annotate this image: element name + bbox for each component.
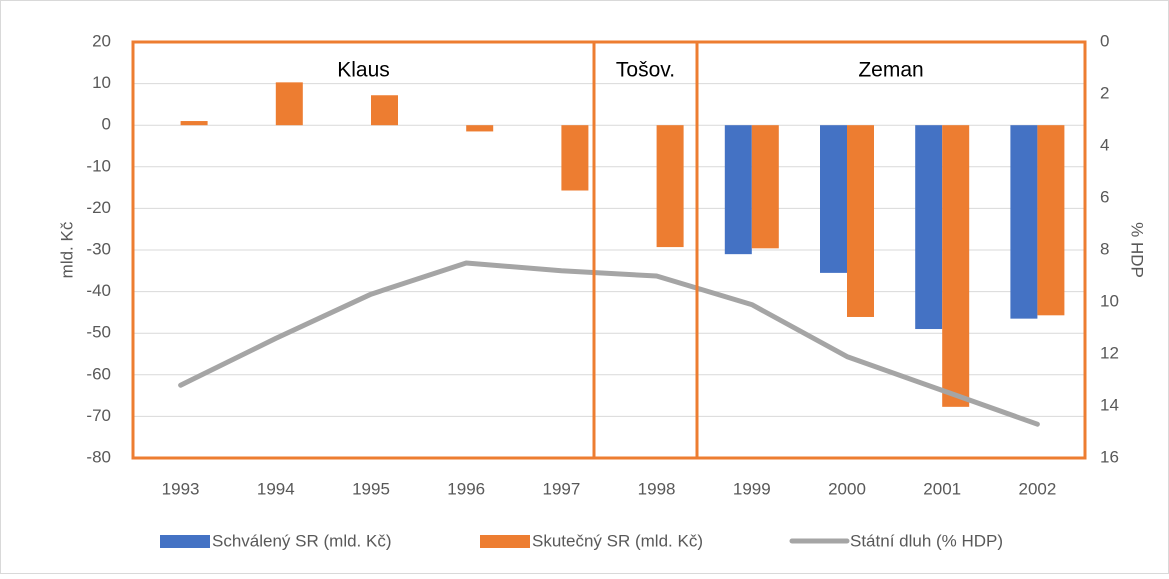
y2-tick-label: 8 (1100, 239, 1109, 258)
legend-swatch (480, 535, 530, 548)
legend-label: Státní dluh (% HDP) (850, 531, 1003, 550)
x-tick-label: 1993 (162, 479, 200, 498)
y2-tick-label: 10 (1100, 291, 1119, 310)
bar (847, 125, 874, 317)
bar (656, 125, 684, 248)
x-tick-label: 1997 (542, 479, 580, 498)
bar (820, 125, 847, 273)
y2-tick-label: 4 (1100, 135, 1109, 154)
y2-axis-label: % HDP (1128, 222, 1147, 278)
period-label: Zeman (858, 59, 923, 82)
x-tick-label: 1994 (257, 479, 295, 498)
x-tick-label: 1998 (638, 479, 676, 498)
legend-label: Schválený SR (mld. Kč) (212, 531, 392, 550)
legend-label: Skutečný SR (mld. Kč) (532, 531, 703, 550)
period-label: Tošov. (616, 59, 675, 82)
bar (915, 125, 943, 330)
y-tick-label: -40 (86, 281, 111, 300)
y2-tick-label: 6 (1100, 187, 1109, 206)
bar (724, 125, 752, 255)
y2-tick-label: 16 (1100, 447, 1119, 466)
x-tick-label: 2002 (1018, 479, 1056, 498)
y-tick-label: -60 (86, 364, 111, 383)
y-tick-label: -50 (86, 323, 111, 342)
y-tick-label: -10 (86, 156, 111, 175)
y2-tick-label: 14 (1100, 395, 1119, 414)
y-tick-label: 20 (92, 31, 111, 50)
bar (180, 121, 208, 126)
legend-swatch (160, 535, 210, 548)
y2-tick-label: 0 (1100, 31, 1109, 50)
bar (751, 125, 779, 249)
x-tick-label: 1999 (733, 479, 771, 498)
bar (275, 82, 303, 126)
y-tick-label: -20 (86, 198, 111, 217)
debt-line (178, 260, 1040, 427)
y2-tick-label: 2 (1100, 83, 1109, 102)
period-frame (131, 40, 1087, 460)
y-axis-label: mld. Kč (57, 221, 76, 278)
y-tick-label: 0 (102, 115, 111, 134)
x-tick-label: 2001 (923, 479, 961, 498)
y-tick-label: 10 (92, 73, 111, 92)
bar (371, 95, 398, 126)
y-tick-label: -30 (86, 239, 111, 258)
y-tick-label: -70 (86, 406, 111, 425)
period-label: Klaus (337, 59, 390, 82)
bar (1010, 125, 1038, 319)
bar (942, 125, 970, 407)
y2-tick-label: 12 (1100, 343, 1119, 362)
x-tick-label: 1996 (447, 479, 485, 498)
y-tick-label: -80 (86, 447, 111, 466)
x-tick-label: 2000 (828, 479, 866, 498)
bar (1037, 125, 1065, 316)
bar (561, 125, 589, 191)
bar (466, 125, 494, 132)
x-tick-label: 1995 (352, 479, 390, 498)
